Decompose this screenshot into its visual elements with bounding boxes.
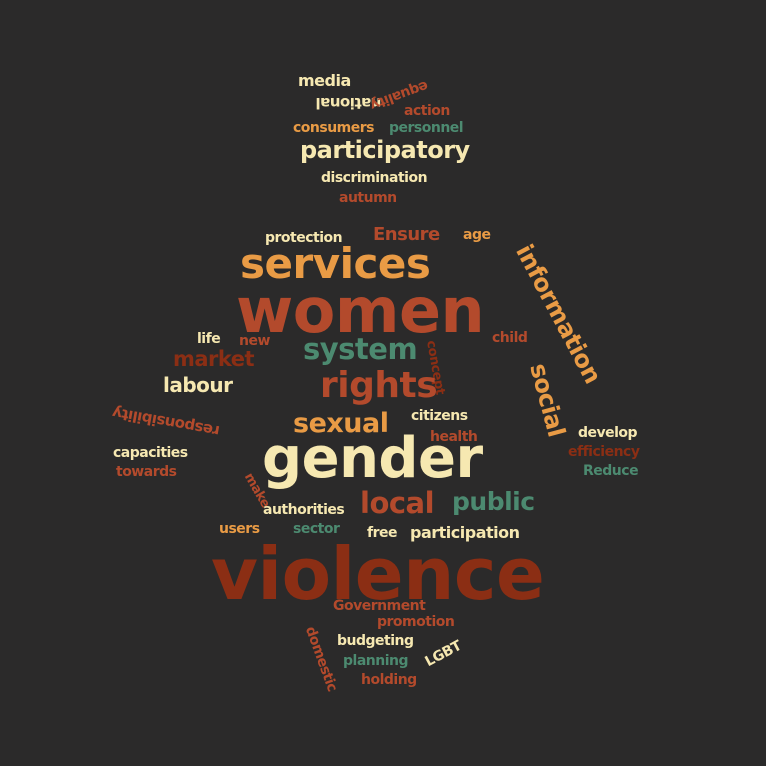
word-action: action [404, 103, 450, 119]
word-rights: rights [320, 365, 438, 406]
word-system: system [303, 332, 418, 366]
word-public: public [452, 487, 535, 516]
word-authorities: authorities [263, 502, 345, 518]
word-planning: planning [343, 653, 409, 669]
word-ensure: Ensure [373, 224, 440, 245]
word-information: information [510, 239, 607, 389]
word-local: local [360, 486, 435, 520]
word-reduce: Reduce [583, 463, 639, 479]
word-protection: protection [265, 230, 343, 246]
word-towards: towards [116, 464, 177, 480]
word-discrimination: discrimination [321, 170, 428, 186]
word-health: health [430, 429, 478, 445]
word-develop: develop [578, 425, 638, 441]
word-sexual: sexual [293, 408, 389, 439]
word-labour: labour [163, 373, 233, 397]
word-child: child [492, 330, 528, 346]
word-women: women [236, 274, 485, 347]
word-efficiency: efficiency [568, 444, 640, 460]
word-users: users [219, 521, 260, 537]
word-responsibility: responsibility [111, 403, 222, 441]
word-free: free [367, 525, 398, 541]
word-citizens: citizens [411, 408, 468, 424]
word-lgbt: LGBT [422, 637, 465, 671]
word-participation: participation [410, 523, 520, 542]
word-social: social [524, 360, 571, 440]
word-capacities: capacities [113, 445, 188, 461]
word-services: services [240, 239, 431, 288]
word-new: new [239, 333, 270, 349]
word-life: life [197, 331, 221, 347]
word-autumn: autumn [339, 190, 397, 206]
word-market: market [173, 347, 255, 371]
word-age: age [463, 227, 491, 243]
word-domestic: domestic [301, 624, 341, 694]
word-holding: holding [361, 672, 417, 688]
word-media: media [298, 71, 351, 90]
word-violence: violence [211, 532, 545, 616]
word-promotion: promotion [377, 614, 455, 630]
word-personnel: personnel [389, 120, 464, 136]
word-sector: sector [293, 521, 340, 537]
word-participatory: participatory [300, 136, 470, 164]
word-government: Government [333, 598, 426, 614]
word-budgeting: budgeting [337, 633, 414, 649]
word-gender: gender [262, 426, 483, 491]
word-consumers: consumers [293, 120, 375, 136]
